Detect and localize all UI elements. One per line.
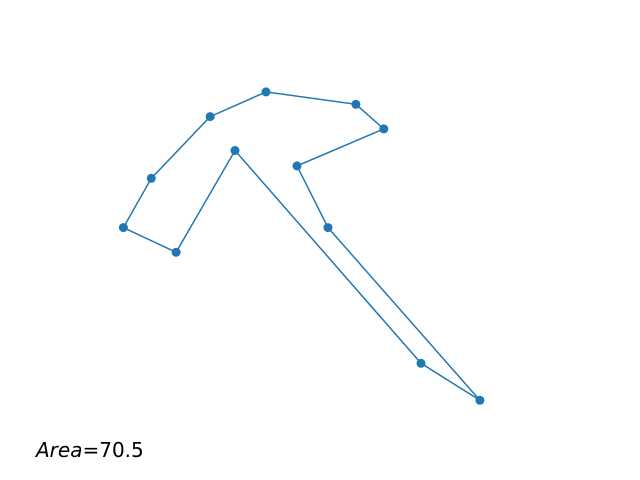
vertex-markers (118, 87, 485, 405)
data-point-4 (261, 87, 271, 97)
data-point-2 (146, 173, 156, 183)
plot-area (118, 87, 485, 405)
data-point-7 (292, 161, 302, 171)
data-point-1 (118, 223, 128, 233)
area-variable: Area (36, 438, 83, 462)
polygon-outline (122, 91, 481, 401)
data-point-9 (475, 395, 485, 405)
data-point-12 (171, 247, 181, 257)
area-equals: = (82, 438, 100, 462)
data-point-8 (323, 223, 333, 233)
data-point-3 (205, 112, 215, 122)
area-value: 70.5 (99, 438, 144, 462)
data-point-5 (351, 99, 361, 109)
area-annotation: Area=70.5 (36, 438, 144, 462)
data-point-10 (416, 358, 426, 368)
data-point-11 (230, 146, 240, 155)
data-point-6 (379, 124, 389, 134)
